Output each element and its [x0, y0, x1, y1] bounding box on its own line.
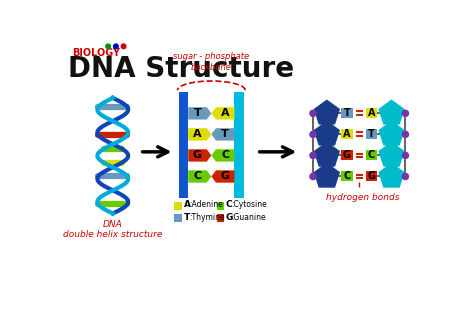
Circle shape	[106, 44, 110, 49]
Text: T: T	[344, 108, 350, 118]
Circle shape	[310, 131, 316, 137]
Text: G: G	[367, 172, 375, 182]
Text: C: C	[193, 172, 201, 182]
Text: :Adenine: :Adenine	[189, 200, 223, 209]
Polygon shape	[314, 162, 340, 188]
Text: A: A	[193, 129, 202, 139]
Text: A: A	[221, 108, 229, 118]
Polygon shape	[211, 170, 235, 183]
FancyBboxPatch shape	[174, 214, 182, 222]
FancyBboxPatch shape	[366, 129, 377, 139]
Circle shape	[402, 131, 409, 137]
Circle shape	[402, 152, 409, 158]
Polygon shape	[188, 107, 211, 120]
Circle shape	[121, 44, 126, 49]
Circle shape	[114, 44, 118, 49]
Text: G: G	[226, 213, 233, 222]
Polygon shape	[211, 149, 235, 161]
FancyBboxPatch shape	[235, 92, 244, 198]
Text: hydrogen bonds: hydrogen bonds	[326, 193, 400, 202]
Circle shape	[310, 110, 316, 117]
Text: A: A	[183, 200, 191, 209]
Text: :Guanine: :Guanine	[231, 213, 266, 222]
FancyBboxPatch shape	[179, 92, 188, 198]
Polygon shape	[188, 170, 211, 183]
FancyBboxPatch shape	[341, 150, 353, 160]
Polygon shape	[188, 149, 211, 161]
FancyBboxPatch shape	[366, 172, 377, 182]
Text: BIOLOGY: BIOLOGY	[72, 48, 120, 58]
Polygon shape	[211, 128, 235, 141]
Polygon shape	[378, 121, 405, 146]
Text: C: C	[368, 150, 375, 160]
Text: DNA Structure: DNA Structure	[68, 55, 294, 83]
Polygon shape	[378, 162, 405, 188]
FancyBboxPatch shape	[341, 172, 353, 182]
FancyBboxPatch shape	[341, 108, 353, 118]
Text: T: T	[221, 129, 229, 139]
Polygon shape	[314, 121, 340, 146]
Circle shape	[310, 174, 316, 180]
Text: A: A	[343, 129, 351, 139]
Text: sugar - phosphate
backbone: sugar - phosphate backbone	[173, 52, 249, 72]
FancyBboxPatch shape	[174, 202, 182, 210]
FancyBboxPatch shape	[341, 129, 353, 139]
FancyBboxPatch shape	[217, 202, 225, 210]
Text: T: T	[193, 108, 201, 118]
Text: G: G	[343, 150, 351, 160]
Text: T: T	[183, 213, 190, 222]
Text: DNA
double helix structure: DNA double helix structure	[63, 220, 163, 239]
Text: :Thymine: :Thymine	[189, 213, 225, 222]
FancyBboxPatch shape	[366, 150, 377, 160]
FancyBboxPatch shape	[366, 108, 377, 118]
Polygon shape	[314, 99, 340, 125]
Circle shape	[310, 152, 316, 158]
Circle shape	[402, 110, 409, 117]
Text: G: G	[221, 172, 230, 182]
Text: A: A	[368, 108, 375, 118]
Polygon shape	[378, 142, 405, 166]
Text: T: T	[368, 129, 375, 139]
Circle shape	[402, 174, 409, 180]
Polygon shape	[314, 142, 340, 166]
Polygon shape	[188, 128, 211, 141]
Text: C: C	[221, 150, 229, 160]
Text: C: C	[226, 200, 233, 209]
Text: :Cytosine: :Cytosine	[231, 200, 267, 209]
Text: C: C	[343, 172, 350, 182]
Polygon shape	[211, 107, 235, 120]
FancyBboxPatch shape	[217, 214, 225, 222]
Polygon shape	[378, 99, 405, 125]
Text: G: G	[193, 150, 202, 160]
